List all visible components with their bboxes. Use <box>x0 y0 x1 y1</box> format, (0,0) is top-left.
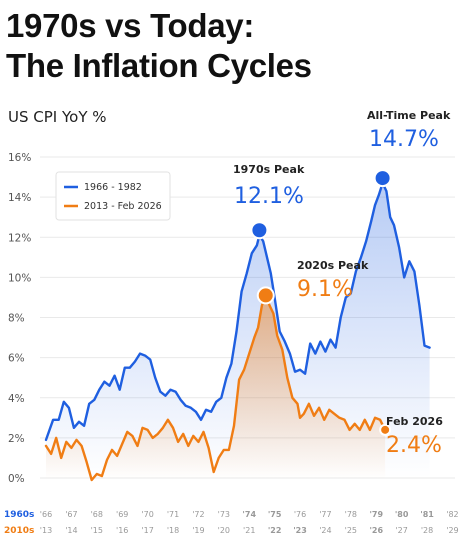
chart-title: 1970s vs Today: The Inflation Cycles <box>6 6 312 86</box>
x-tick-label: '67 <box>65 510 77 519</box>
x-tick-label: '27 <box>395 526 407 535</box>
annotation-label: All-Time Peak <box>367 109 451 122</box>
peak-marker <box>379 423 392 436</box>
x-tick-label: '13 <box>40 526 52 535</box>
peak-marker <box>250 221 269 240</box>
annotation-value: 14.7% <box>369 127 439 152</box>
series-areas <box>46 183 430 480</box>
y-axis-ticks: 0% 2% 4% 6% 8% 10% 12% 14% 16% <box>8 152 31 485</box>
x-tick-label: '16 <box>116 526 128 535</box>
x-tick-label: '70 <box>141 510 153 519</box>
chart-title-line-2: The Inflation Cycles <box>6 47 312 84</box>
x-tick-label: '17 <box>141 526 153 535</box>
y-tick-label: 8% <box>8 313 25 325</box>
legend-label-1966-1982: 1966 - 1982 <box>84 182 142 193</box>
peak-marker <box>373 169 392 188</box>
x-tick-label: '24 <box>319 526 331 535</box>
x-tick-label: '28 <box>421 526 433 535</box>
x-tick-label: '68 <box>91 510 103 519</box>
x-tick-label: '26 <box>369 526 383 535</box>
x-tick-label: '71 <box>167 510 179 519</box>
y-tick-label: 6% <box>8 353 25 365</box>
series-lines <box>44 181 431 482</box>
y-tick-label: 16% <box>8 152 31 164</box>
x-row-label: 1960s <box>4 510 34 520</box>
annotation-label: 2020s Peak <box>297 259 369 272</box>
annotation-value: 2.4% <box>386 433 442 458</box>
y-tick-label: 0% <box>8 473 25 485</box>
x-tick-label: '74 <box>242 510 256 519</box>
peak-marker <box>256 286 275 305</box>
x-tick-label: '25 <box>345 526 357 535</box>
y-tick-label: 10% <box>8 272 31 284</box>
x-tick-label: '78 <box>345 510 357 519</box>
x-tick-label: '69 <box>116 510 128 519</box>
legend-box <box>55 171 171 221</box>
series-line-1 <box>44 294 387 482</box>
x-tick-label: '19 <box>192 526 204 535</box>
annotation-value: 9.1% <box>297 277 353 302</box>
peak-markers <box>250 169 392 436</box>
legend: 1966 - 1982 2013 - Feb 2026 <box>55 171 171 221</box>
x-row-label: 2010s <box>4 526 34 536</box>
y-tick-label: 14% <box>8 192 31 204</box>
x-tick-label: '80 <box>395 510 409 519</box>
x-tick-label: '82 <box>446 510 458 519</box>
x-tick-label: '77 <box>319 510 331 519</box>
x-tick-label: '29 <box>446 526 458 535</box>
x-tick-label: '76 <box>294 510 306 519</box>
annotation-value: 12.1% <box>234 184 304 209</box>
x-tick-label: '22 <box>268 526 282 535</box>
x-tick-label: '73 <box>218 510 230 519</box>
x-tick-label: '14 <box>65 526 77 535</box>
x-tick-label: '66 <box>40 510 52 519</box>
annotation-label: 1970s Peak <box>233 163 305 176</box>
x-tick-label: '79 <box>369 510 383 519</box>
y-tick-label: 4% <box>8 393 25 405</box>
annotation-label: Feb 2026 <box>386 415 443 428</box>
x-axis-rows: 1960s '66 '67 '68 '69 '70 '71 '72 '73 '74 '75 '76 '7… <box>4 510 459 536</box>
x-tick-label: '15 <box>91 526 103 535</box>
x-tick-label: '23 <box>293 526 307 535</box>
x-tick-label: '21 <box>243 526 255 535</box>
x-tick-label: '72 <box>192 510 204 519</box>
x-tick-label: '81 <box>420 510 434 519</box>
y-tick-label: 2% <box>8 433 25 445</box>
series-area-1 <box>46 295 386 480</box>
y-tick-label: 12% <box>8 232 31 244</box>
annotations: 1970s Peak 12.1% All-Time Peak 14.7% 2020s P… <box>233 109 451 458</box>
chart-title-line-1: 1970s vs Today: <box>6 7 255 44</box>
y-axis-label: US CPI YoY % <box>8 108 107 126</box>
series-line-0 <box>44 181 431 442</box>
legend-label-2013-2026: 2013 - Feb 2026 <box>84 201 162 212</box>
x-tick-label: '20 <box>218 526 230 535</box>
x-tick-label: '18 <box>167 526 179 535</box>
x-tick-label: '75 <box>268 510 282 519</box>
